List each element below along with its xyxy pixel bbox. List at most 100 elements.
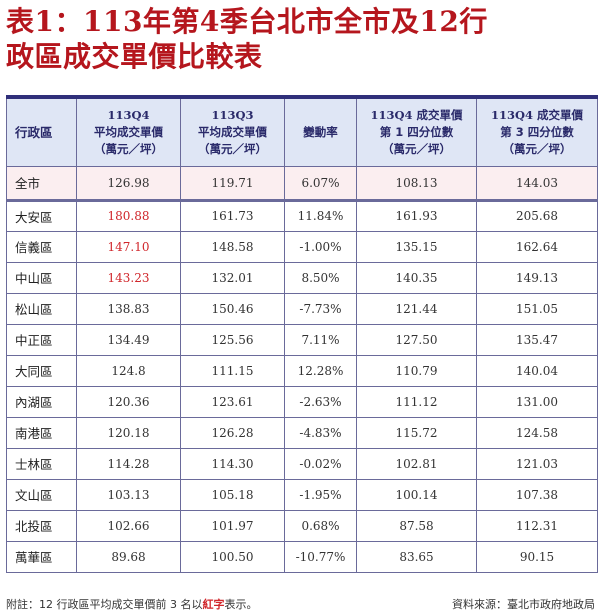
table-cell: 12.28% [284, 354, 357, 387]
table-cell: 8.50% [284, 261, 357, 294]
table-header-row: 行政區 113Q4 平均成交單價 （萬元／坪） 113Q3 平均成交單價 （萬元／坪） 變動率… [6, 95, 598, 167]
table-cell: 135.47 [476, 323, 598, 356]
table-cell: 114.30 [180, 447, 285, 480]
title-line-1: 表1：113年第4季台北市全市及12行 [6, 5, 488, 38]
column-header-line: 第 3 四分位數 [500, 124, 574, 139]
table-cell: 151.05 [476, 292, 598, 325]
footnote-prefix: 附註：12 行政區平均成交單價前 3 名以 [6, 598, 203, 611]
table-cell: 120.36 [76, 385, 181, 418]
district-name: 文山區 [6, 478, 77, 511]
table-cell: -0.02% [284, 447, 357, 480]
table-cell: 83.65 [356, 540, 477, 573]
table-cell: 126.98 [76, 165, 181, 202]
table-cell: 140.04 [476, 354, 598, 387]
table-row: 文山區 103.13 105.18 -1.95% 100.14 107.38 [6, 478, 598, 511]
data-source: 資料來源：臺北市政府地政局 [452, 598, 595, 611]
column-header-line: （萬元／坪） [94, 141, 163, 156]
column-header-line: 113Q4 成交單價 [370, 107, 463, 122]
table-body: 全市 126.98 119.71 6.07% 108.13 144.03 大安區 180.88… [6, 165, 598, 573]
table-cell: 100.14 [356, 478, 477, 511]
column-header-1: 113Q4 平均成交單價 （萬元／坪） [76, 95, 181, 167]
footnote: 附註：12 行政區平均成交單價前 3 名以紅字表示。 [6, 596, 257, 612]
table-row: 南港區 120.18 126.28 -4.83% 115.72 124.58 [6, 416, 598, 449]
district-name: 中山區 [6, 261, 77, 294]
district-name: 全市 [6, 165, 77, 202]
table-row: 內湖區 120.36 123.61 -2.63% 111.12 131.00 [6, 385, 598, 418]
table-cell: 90.15 [476, 540, 598, 573]
column-header-5: 113Q4 成交單價第 3 四分位數 （萬元／坪） [476, 95, 598, 167]
price-comparison-table: 行政區 113Q4 平均成交單價 （萬元／坪） 113Q3 平均成交單價 （萬元／坪） 變動率… [6, 95, 598, 573]
table-cell: 115.72 [356, 416, 477, 449]
table-row: 北投區 102.66 101.97 0.68% 87.58 112.31 [6, 509, 598, 542]
column-header-4: 113Q4 成交單價第 1 四分位數 （萬元／坪） [356, 95, 477, 167]
table-cell: 134.49 [76, 323, 181, 356]
column-header-line: 行政區 [15, 124, 53, 140]
column-header-line: 平均成交單價 [198, 124, 267, 139]
column-header-line: （萬元／坪） [382, 141, 451, 156]
table-cell: -2.63% [284, 385, 357, 418]
table-cell: 135.15 [356, 230, 477, 263]
table-cell: 148.58 [180, 230, 285, 263]
table-cell: 161.73 [180, 199, 285, 232]
table-cell: 131.00 [476, 385, 598, 418]
column-header-0: 行政區 [6, 95, 77, 167]
table-cell: 162.64 [476, 230, 598, 263]
page-title: 表1：113年第4季台北市全市及12行 政區成交單價比較表 [6, 4, 598, 74]
table-cell: 150.46 [180, 292, 285, 325]
table-row: 中山區 143.23 132.01 8.50% 140.35 149.13 [6, 261, 598, 294]
table-cell: 112.31 [476, 509, 598, 542]
table-cell: 114.28 [76, 447, 181, 480]
table-cell: 101.97 [180, 509, 285, 542]
table-row: 士林區 114.28 114.30 -0.02% 102.81 121.03 [6, 447, 598, 480]
table-cell: 121.44 [356, 292, 477, 325]
column-header-3: 變動率 [284, 95, 357, 167]
table-cell: 127.50 [356, 323, 477, 356]
column-header-line: 平均成交單價 [94, 124, 163, 139]
column-header-line: 113Q4 [107, 107, 150, 122]
table-cell: 180.88 [76, 199, 181, 232]
table-cell: 124.8 [76, 354, 181, 387]
table-cell: 108.13 [356, 165, 477, 202]
table-cell: -4.83% [284, 416, 357, 449]
table-cell: 111.12 [356, 385, 477, 418]
table-cell: 140.35 [356, 261, 477, 294]
table-cell: 107.38 [476, 478, 598, 511]
table-cell: -1.95% [284, 478, 357, 511]
table-cell: 143.23 [76, 261, 181, 294]
table-cell: 126.28 [180, 416, 285, 449]
table-row: 大同區 124.8 111.15 12.28% 110.79 140.04 [6, 354, 598, 387]
district-name: 大安區 [6, 199, 77, 232]
table-cell: 102.66 [76, 509, 181, 542]
district-name: 信義區 [6, 230, 77, 263]
column-header-line: （萬元／坪） [502, 141, 572, 156]
table-cell: -7.73% [284, 292, 357, 325]
table-row: 大安區 180.88 161.73 11.84% 161.93 205.68 [6, 199, 598, 232]
table-cell: 103.13 [76, 478, 181, 511]
table-cell: 121.03 [476, 447, 598, 480]
title-line-2: 政區成交單價比較表 [6, 40, 263, 73]
table-row: 中正區 134.49 125.56 7.11% 127.50 135.47 [6, 323, 598, 356]
table-row: 松山區 138.83 150.46 -7.73% 121.44 151.05 [6, 292, 598, 325]
district-name: 內湖區 [6, 385, 77, 418]
district-name: 士林區 [6, 447, 77, 480]
table-cell: 125.56 [180, 323, 285, 356]
table-cell: 87.58 [356, 509, 477, 542]
table-cell: 149.13 [476, 261, 598, 294]
table-cell: 6.07% [284, 165, 357, 202]
table-cell: -10.77% [284, 540, 357, 573]
district-name: 中正區 [6, 323, 77, 356]
table-cell: 11.84% [284, 199, 357, 232]
district-name: 萬華區 [6, 540, 77, 573]
table-cell: 205.68 [476, 199, 598, 232]
table-cell: 123.61 [180, 385, 285, 418]
column-header-line: 113Q4 成交單價 [490, 107, 584, 122]
table-cell: 89.68 [76, 540, 181, 573]
table-cell: 119.71 [180, 165, 285, 202]
table-cell: 105.18 [180, 478, 285, 511]
column-header-line: 第 1 四分位數 [379, 124, 454, 139]
table-cell: 124.58 [476, 416, 598, 449]
table-cell: 7.11% [284, 323, 357, 356]
footnote-red-word: 紅字 [202, 598, 225, 611]
footnote-suffix: 表示。 [224, 598, 258, 611]
column-header-2: 113Q3 平均成交單價 （萬元／坪） [180, 95, 285, 167]
